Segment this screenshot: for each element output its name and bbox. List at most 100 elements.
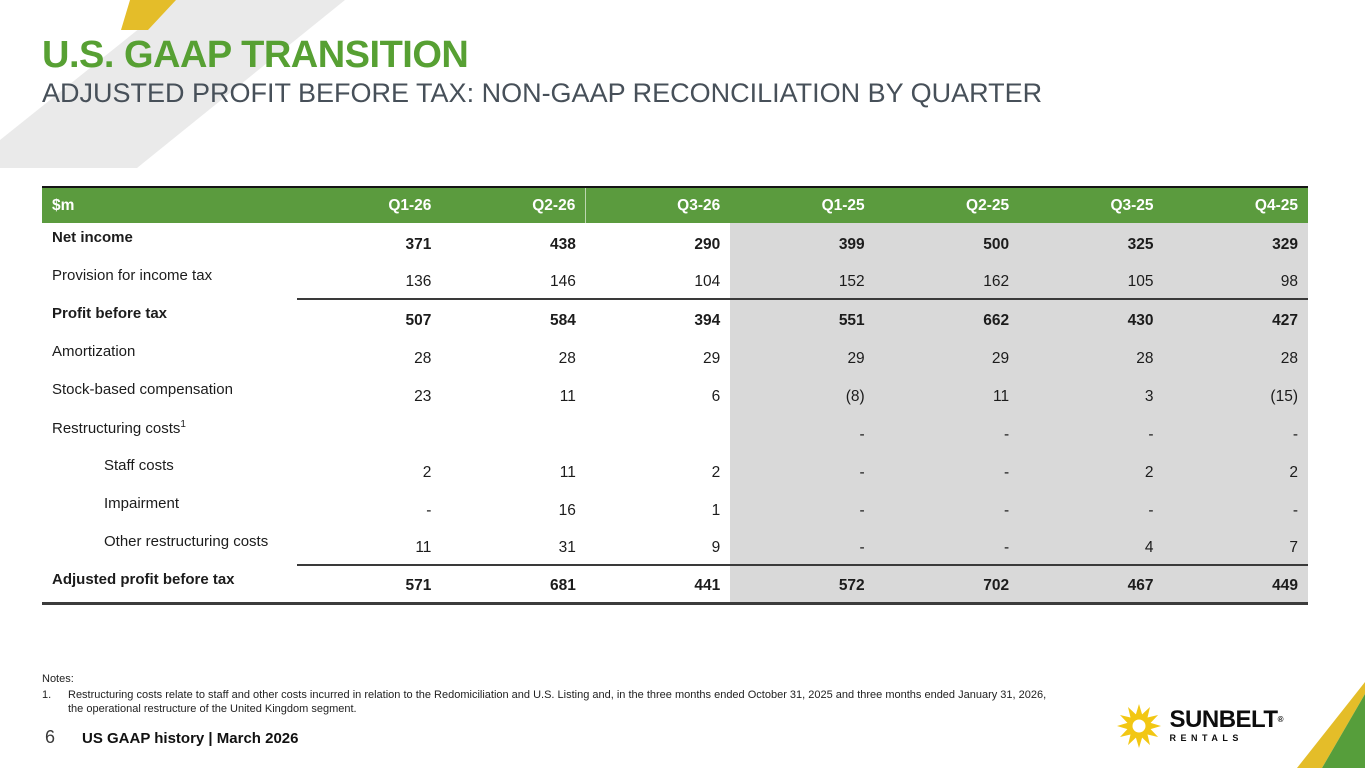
- value-cell: 6: [711, 388, 721, 405]
- value-cell: 702: [874, 564, 1020, 603]
- value-cell: [441, 413, 585, 451]
- table-row: Amortization 28 28 29 29 29 28 28: [42, 337, 1308, 375]
- value-cell: (8): [730, 375, 875, 413]
- footer-text: US GAAP history | March 2026: [82, 730, 299, 747]
- row-label: Stock-based compensation: [52, 381, 233, 398]
- value-cell: 571: [297, 564, 442, 603]
- unit-header: $m: [42, 187, 297, 223]
- value-cell: 2: [1163, 451, 1308, 489]
- table-row: Stock-based compensation 23 11 6 (8) 11 3 (15): [42, 375, 1308, 413]
- note-item: 1. Restructuring costs relate to staff a…: [42, 688, 1056, 717]
- table-row: Impairment -16 1- - - -: [42, 489, 1308, 527]
- page-title: U.S. GAAP TRANSITION: [42, 34, 469, 76]
- value-cell: 29: [730, 337, 875, 375]
- value-cell: 29: [874, 337, 1020, 375]
- value-cell: [297, 413, 441, 451]
- value-cell: 4: [1019, 527, 1164, 565]
- value-cell: 2: [1019, 451, 1164, 489]
- corner-stripe-decoration-icon: [1297, 682, 1365, 768]
- value-cell: 325: [1019, 223, 1164, 261]
- row-label: Staff costs: [104, 457, 174, 474]
- table-header-row: $m Q1-26 Q2-26 Q3-26 Q1-25 Q2-25 Q3-25 Q4-25: [42, 187, 1308, 223]
- value-cell: 162: [874, 261, 1020, 299]
- value-cell: 551: [730, 298, 875, 337]
- value-cell: 28: [1163, 337, 1308, 375]
- value-cell: -: [730, 451, 875, 489]
- value-cell: 467: [1019, 564, 1164, 603]
- row-label: Net income: [52, 229, 133, 246]
- reconciliation-table: $m Q1-26 Q2-26 Q3-26 Q1-25 Q2-25 Q3-25 Q4-25 N…: [42, 186, 1308, 605]
- logo-subword: RENTALS: [1169, 733, 1243, 743]
- value-cell: -: [1163, 489, 1308, 527]
- value-cell: 371: [405, 236, 432, 253]
- value-cell: -: [730, 413, 875, 451]
- notes-heading: Notes:: [42, 673, 74, 685]
- value-cell: 11: [559, 464, 576, 481]
- row-label: Other restructuring costs: [104, 533, 269, 550]
- table-row: Restructuring costs1- - - -: [42, 413, 1308, 451]
- page-subtitle: ADJUSTED PROFIT BEFORE TAX: NON-GAAP REC…: [42, 78, 1043, 108]
- row-label: Adjusted profit before tax: [52, 571, 235, 588]
- value-cell: 9: [711, 539, 721, 556]
- value-cell: 31: [558, 539, 576, 556]
- value-cell: 2: [422, 464, 432, 481]
- value-cell: 136: [405, 273, 432, 290]
- value-cell: 500: [874, 223, 1020, 261]
- table-row: Other restructuring costs 11 31 9- -4 7: [42, 527, 1308, 565]
- row-label: Restructuring costs1: [52, 419, 186, 437]
- value-cell: 28: [1019, 337, 1164, 375]
- row-label: Provision for income tax: [52, 267, 213, 284]
- column-header-q1-25: Q1-25: [730, 187, 875, 223]
- value-cell: 430: [1019, 298, 1164, 337]
- row-label: Profit before tax: [52, 305, 168, 322]
- value-cell: 11: [874, 375, 1020, 413]
- value-cell: 1: [711, 502, 721, 519]
- value-cell: -: [730, 527, 875, 565]
- value-cell: 146: [549, 273, 576, 290]
- value-cell: 584: [441, 298, 586, 337]
- row-label: Impairment: [104, 495, 180, 512]
- sunbelt-logo: SUNBELT® RENTALS: [1115, 702, 1284, 750]
- value-cell: 29: [703, 350, 721, 367]
- value-cell: 427: [1163, 298, 1308, 337]
- registered-mark: ®: [1277, 715, 1284, 724]
- value-cell: 98: [1163, 261, 1308, 299]
- value-cell: -: [426, 502, 432, 519]
- value-cell: 662: [874, 298, 1020, 337]
- value-cell: 290: [694, 236, 721, 253]
- value-cell: -: [1019, 413, 1164, 451]
- column-header-q1-26: Q1-26: [297, 187, 442, 223]
- column-header-q3-26: Q3-26: [585, 187, 731, 223]
- value-cell: 441: [585, 564, 731, 603]
- table-row: Net income 371 438 290 399 500 325 329: [42, 223, 1308, 261]
- value-cell: -: [1019, 489, 1164, 527]
- value-cell: 2: [711, 464, 721, 481]
- value-cell: 572: [730, 564, 875, 603]
- sun-icon: [1116, 704, 1161, 748]
- value-cell: 28: [558, 350, 576, 367]
- value-cell: (15): [1163, 375, 1308, 413]
- table-row: Provision for income tax 136 146 104 152 162 1…: [42, 261, 1308, 299]
- value-cell: 399: [730, 223, 875, 261]
- column-header-q2-26: Q2-26: [441, 187, 586, 223]
- value-cell: -: [874, 489, 1020, 527]
- value-cell: -: [730, 489, 875, 527]
- value-cell: -: [874, 413, 1020, 451]
- value-cell: 16: [558, 502, 576, 519]
- value-cell: -: [874, 527, 1020, 565]
- value-cell: 3: [1019, 375, 1164, 413]
- note-text: Restructuring costs relate to staff and …: [68, 688, 1047, 716]
- value-cell: [586, 413, 730, 451]
- table-row: Profit before tax 507 584 394 551 662 430 427: [42, 298, 1308, 337]
- row-label: Amortization: [52, 343, 136, 360]
- table-row: Adjusted profit before tax 571 681 441 572 70…: [42, 564, 1308, 603]
- value-cell: 681: [441, 564, 586, 603]
- value-cell: 28: [414, 350, 432, 367]
- logo-text: SUNBELT® RENTALS: [1169, 706, 1284, 744]
- logo-word: SUNBELT®: [1169, 706, 1284, 733]
- value-cell: 11: [415, 539, 432, 556]
- value-cell: 7: [1163, 527, 1308, 565]
- diagonal-band-decoration-icon: [0, 0, 345, 168]
- value-cell: 438: [549, 236, 576, 253]
